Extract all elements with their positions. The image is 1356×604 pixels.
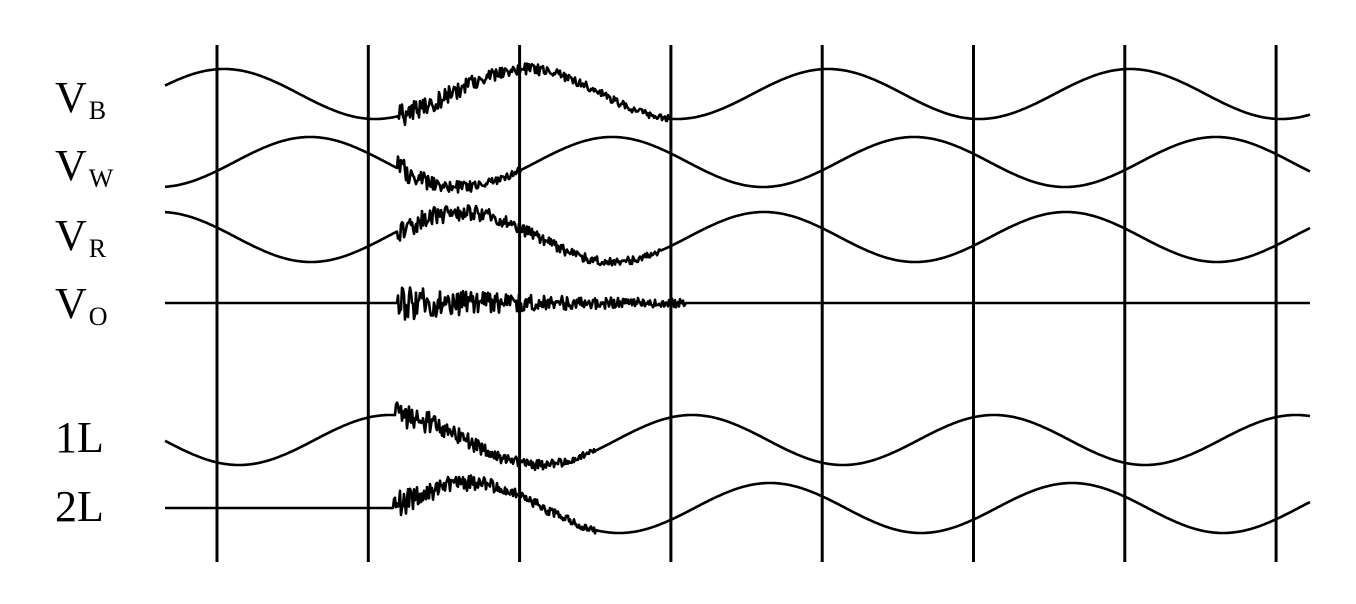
label-subscript: O xyxy=(89,302,108,331)
waveform xyxy=(164,62,1311,127)
waveforms xyxy=(164,62,1311,535)
signal-label: VW xyxy=(55,141,114,193)
signal-label: VB xyxy=(55,73,106,125)
signal-label: 1L xyxy=(55,413,104,462)
waveform xyxy=(164,204,1311,267)
signal-label: VR xyxy=(55,211,107,263)
label-subscript: B xyxy=(89,96,106,125)
waveform xyxy=(164,474,1311,535)
label-text: V xyxy=(55,73,87,122)
signal-label: 2L xyxy=(55,482,104,531)
label-text: V xyxy=(55,141,87,190)
waveform xyxy=(164,135,1311,194)
waveform xyxy=(164,401,1311,472)
label-text: 1L xyxy=(55,413,104,462)
label-text: 2L xyxy=(55,482,104,531)
label-subscript: R xyxy=(89,234,107,263)
waveform xyxy=(164,286,1311,321)
label-text: V xyxy=(55,211,87,260)
label-text: V xyxy=(55,279,87,328)
label-subscript: W xyxy=(89,164,114,193)
signal-label: VO xyxy=(55,279,108,331)
